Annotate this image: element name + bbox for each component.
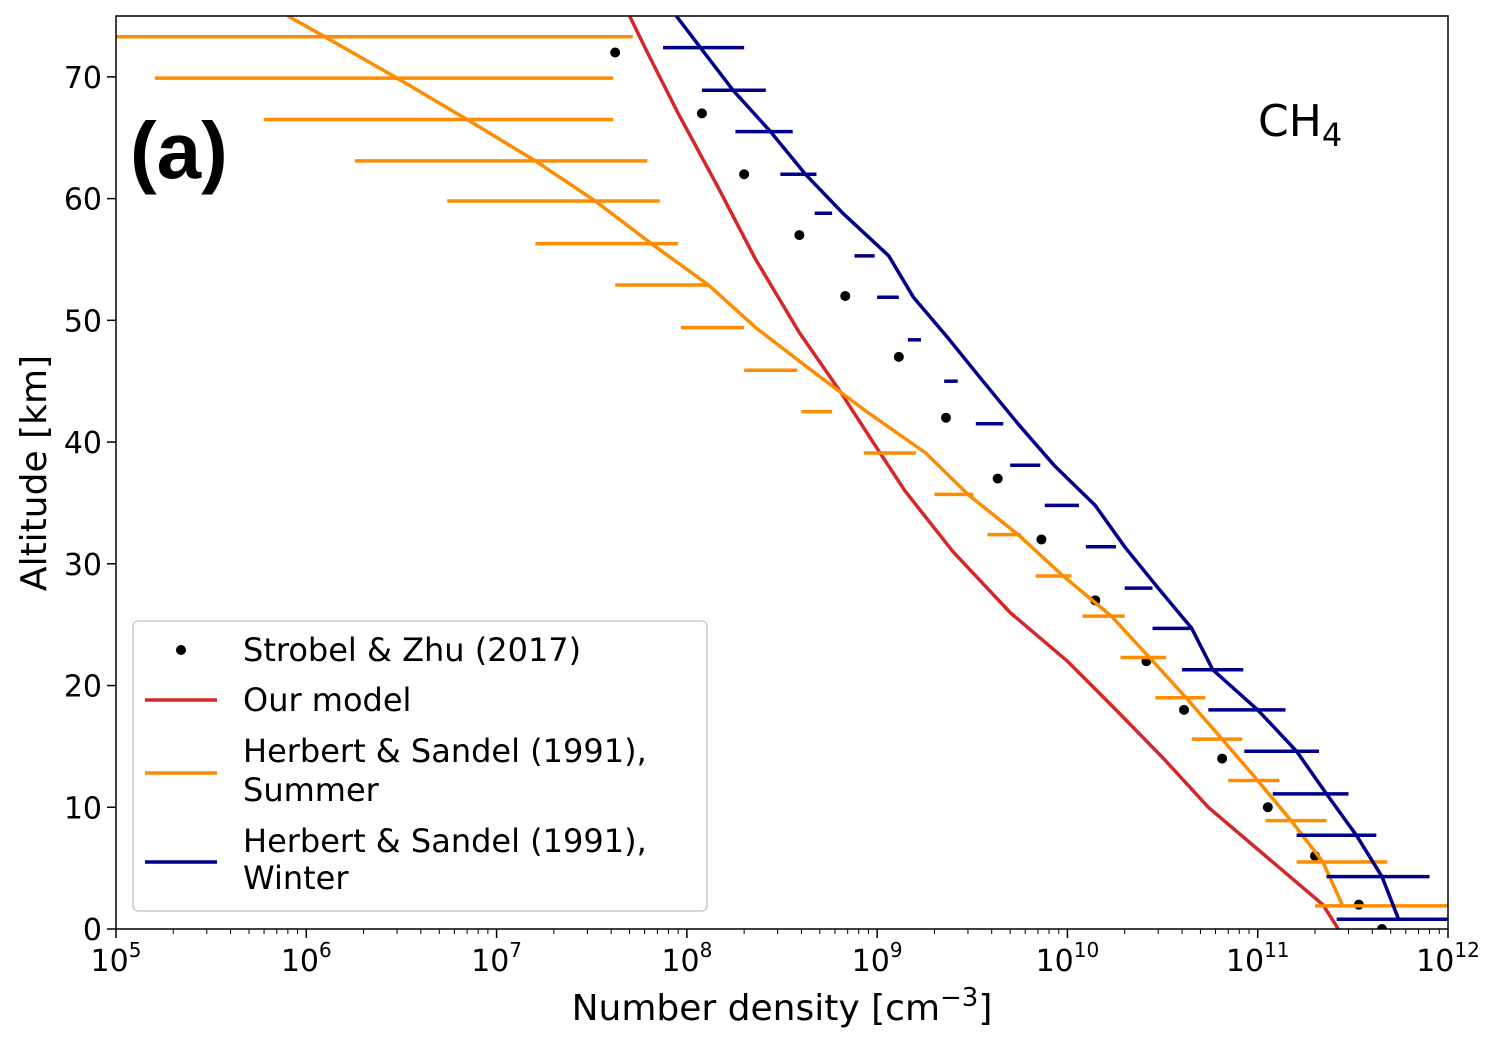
x-tick-exp-7: 12 [1454,938,1479,962]
x-axis-label-sup: −3 [940,983,978,1013]
legend-label-1: Our model [243,681,411,719]
y-tick-label-7: 70 [64,61,102,96]
x-tick-base-1: 10 [281,944,319,979]
x-tick-exp-6: 11 [1264,938,1289,962]
plot-frame [115,15,1449,930]
data-point-0-0 [610,47,621,58]
x-tick-label-3: 108 [661,938,712,979]
x-tick-label-6: 1011 [1226,938,1290,979]
y-axis-label: Altitude [km] [14,355,55,591]
species-subscript: 4 [1322,116,1342,154]
x-tick-exp-0: 5 [129,938,142,962]
series-herbert-sandel-1991-winter [663,16,1448,922]
x-tick-exp-4: 9 [890,938,903,962]
data-point-0-12 [1217,753,1228,764]
series-layer [116,16,1448,929]
legend-label-2: Herbert & Sandel (1991), [243,732,647,770]
legend-marker-0 [176,645,186,655]
x-tick-base-2: 10 [471,944,509,979]
series-line-1 [628,16,1340,929]
x-tick-base-7: 10 [1416,944,1454,979]
x-tick-base-4: 10 [852,944,890,979]
y-tick-label-6: 60 [64,183,102,218]
y-tick-label-0: 0 [83,913,102,948]
x-tick-exp-5: 10 [1074,938,1099,962]
data-point-0-1 [696,108,707,119]
data-point-0-7 [992,473,1003,484]
legend-label-0: Strobel & Zhu (2017) [243,631,581,669]
y-tick-label-5: 50 [64,304,102,339]
tick-layer: 105 106 107 108 109 1010 1011 10120102030405060… [64,61,1480,979]
x-tick-label-7: 1012 [1416,938,1480,979]
x-tick-base-3: 10 [661,944,699,979]
legend-item-strobel-zhu-2017: Strobel & Zhu (2017) [176,631,581,669]
data-point-0-16 [1377,924,1388,929]
y-tick-label-3: 30 [64,548,102,583]
y-tick-label-4: 40 [64,426,102,461]
x-axis-label-main: Number density [cm [572,988,940,1029]
x-tick-label-5: 1010 [1036,938,1100,979]
y-tick-label-2: 20 [64,670,102,705]
x-axis-label: Number density [cm−3] [572,983,993,1029]
x-tick-exp-1: 6 [319,938,332,962]
x-tick-exp-3: 8 [700,938,713,962]
data-point-0-3 [794,230,805,241]
legend-label-2-line-2: Summer [243,771,380,809]
x-tick-label-1: 106 [281,938,332,979]
legend-item-our-model: Our model [145,681,411,719]
data-point-0-5 [893,351,904,362]
x-tick-base-6: 10 [1226,944,1264,979]
series-our-model [628,16,1340,929]
data-point-0-8 [1036,534,1047,545]
x-tick-label-0: 105 [91,938,142,979]
data-point-0-4 [840,290,851,301]
panel-label: (a) [130,106,228,195]
legend-label-3-line-2: Winter [243,859,349,897]
y-tick-label-1: 10 [64,791,102,826]
x-tick-label-4: 109 [852,938,903,979]
x-tick-base-5: 10 [1036,944,1074,979]
x-tick-exp-2: 7 [509,938,522,962]
species-label: CH4 [1258,96,1342,154]
species-main: CH [1258,96,1322,147]
x-tick-label-2: 107 [471,938,522,979]
data-point-0-6 [940,412,951,423]
legend: Strobel & Zhu (2017) Our model Herbert & S… [132,620,708,912]
data-point-0-11 [1179,704,1190,715]
legend-item-herbert-sandel-1991-summer: Herbert & Sandel (1991), Summer [145,732,647,809]
data-point-0-2 [739,169,750,180]
series-line-3 [674,16,1401,920]
data-point-0-13 [1262,802,1273,813]
legend-item-herbert-sandel-1991-winter: Herbert & Sandel (1991), Winter [145,822,647,897]
legend-frame [132,620,708,912]
series-strobel-zhu-2017 [610,47,1388,929]
series-line-2 [286,16,1345,907]
series-herbert-sandel-1991-summer [116,16,1448,908]
legend-label-3: Herbert & Sandel (1991), [243,822,647,860]
x-tick-base-0: 10 [91,944,129,979]
x-axis-label-close: ] [978,988,992,1029]
